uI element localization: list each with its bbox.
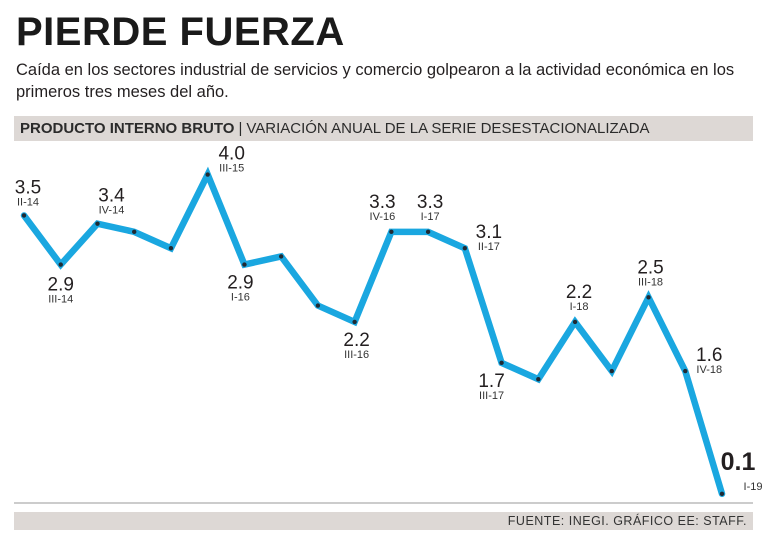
- chart-subtitle: Caída en los sectores industrial de serv…: [16, 61, 735, 101]
- data-point-I-19: [719, 491, 725, 497]
- data-point-III-16: [352, 319, 357, 325]
- data-point-IV-18: [683, 368, 688, 374]
- data-point-III-15: [205, 172, 210, 177]
- data-label-I-17: 3.3I-17: [417, 192, 443, 223]
- data-label-II-14: 3.5II-14: [15, 177, 41, 208]
- value-label: 2.2: [343, 330, 369, 351]
- value-label: 3.3: [417, 192, 443, 213]
- value-label: 2.9: [227, 273, 253, 294]
- data-label-IV-18: 1.6IV-18: [696, 345, 722, 376]
- indicator-description: VARIACIÓN ANUAL DE LA SERIE DESESTACIONA…: [246, 120, 650, 137]
- value-label: 0.1: [721, 448, 756, 476]
- chart-header-text: PRODUCTO INTERNO BRUTO | VARIACIÓN ANUAL D…: [20, 120, 650, 138]
- value-label: 3.1: [476, 222, 502, 243]
- data-point-I-16: [278, 254, 284, 259]
- value-label: 2.2: [566, 282, 592, 303]
- series-line: [20, 166, 726, 498]
- data-point-II-16: [315, 303, 321, 308]
- data-label-I-19: 0.1 I-19: [721, 448, 763, 493]
- data-label-IV-14: 3.4IV-14: [98, 186, 125, 217]
- value-label: 2.5: [637, 257, 663, 278]
- value-label: 1.6: [696, 345, 722, 366]
- period-label: III-18: [638, 276, 663, 288]
- data-point-III-17: [499, 360, 504, 366]
- data-point-IV-16: [389, 229, 394, 235]
- period-label: IV-14: [99, 205, 125, 217]
- data-point-I-17: [425, 229, 431, 235]
- period-label: III-16: [344, 349, 369, 361]
- value-label: 3.4: [98, 186, 125, 207]
- data-point-IV-14: [95, 221, 100, 226]
- period-label: III-15: [219, 163, 244, 175]
- period-label: I-17: [421, 211, 440, 223]
- period-label: II-17: [478, 241, 500, 253]
- source-bar: FUENTE: INEGI. GRÁFICO EE: STAFF.: [14, 512, 753, 530]
- period-label: II-14: [17, 196, 39, 208]
- data-point-IV-17: [536, 377, 541, 382]
- data-label-I-18: 2.2I-18: [566, 282, 592, 313]
- data-label-I-16: 2.9I-16: [227, 273, 253, 304]
- value-label: 2.9: [48, 275, 74, 296]
- data-point-II-15: [168, 246, 174, 251]
- data-point-II-14: [21, 213, 27, 218]
- data-point-I-15: [132, 229, 137, 235]
- data-point-IV-15: [242, 262, 247, 267]
- value-label: 3.3: [369, 192, 395, 213]
- chart-header-bar: PRODUCTO INTERNO BRUTO | VARIACIÓN ANUAL D…: [14, 116, 753, 141]
- period-label: I-18: [570, 301, 589, 313]
- period-label: III-14: [48, 294, 73, 306]
- period-label: IV-16: [370, 211, 396, 223]
- value-label: 1.7: [478, 371, 504, 392]
- indicator-name: PRODUCTO INTERNO BRUTO: [20, 120, 235, 137]
- data-point-II-17: [462, 246, 468, 251]
- data-point-III-14: [58, 262, 63, 267]
- value-label: 3.5: [15, 177, 41, 198]
- data-point-III-18: [646, 295, 651, 300]
- value-label: 4.0: [218, 144, 244, 165]
- data-point-II-18: [609, 368, 614, 374]
- chart-title: PIERDE FUERZA: [16, 10, 345, 54]
- data-label-II-17: 3.1II-17: [476, 222, 502, 253]
- period-label: IV-18: [696, 364, 722, 376]
- data-label-IV-16: 3.3IV-16: [369, 192, 395, 223]
- period-label: I-16: [231, 292, 250, 304]
- header-separator: |: [238, 120, 243, 137]
- source-text: FUENTE: INEGI. GRÁFICO EE: STAFF.: [507, 514, 747, 528]
- period-label: I-19: [744, 481, 763, 493]
- data-point-I-18: [572, 319, 578, 325]
- period-label: III-17: [479, 390, 504, 402]
